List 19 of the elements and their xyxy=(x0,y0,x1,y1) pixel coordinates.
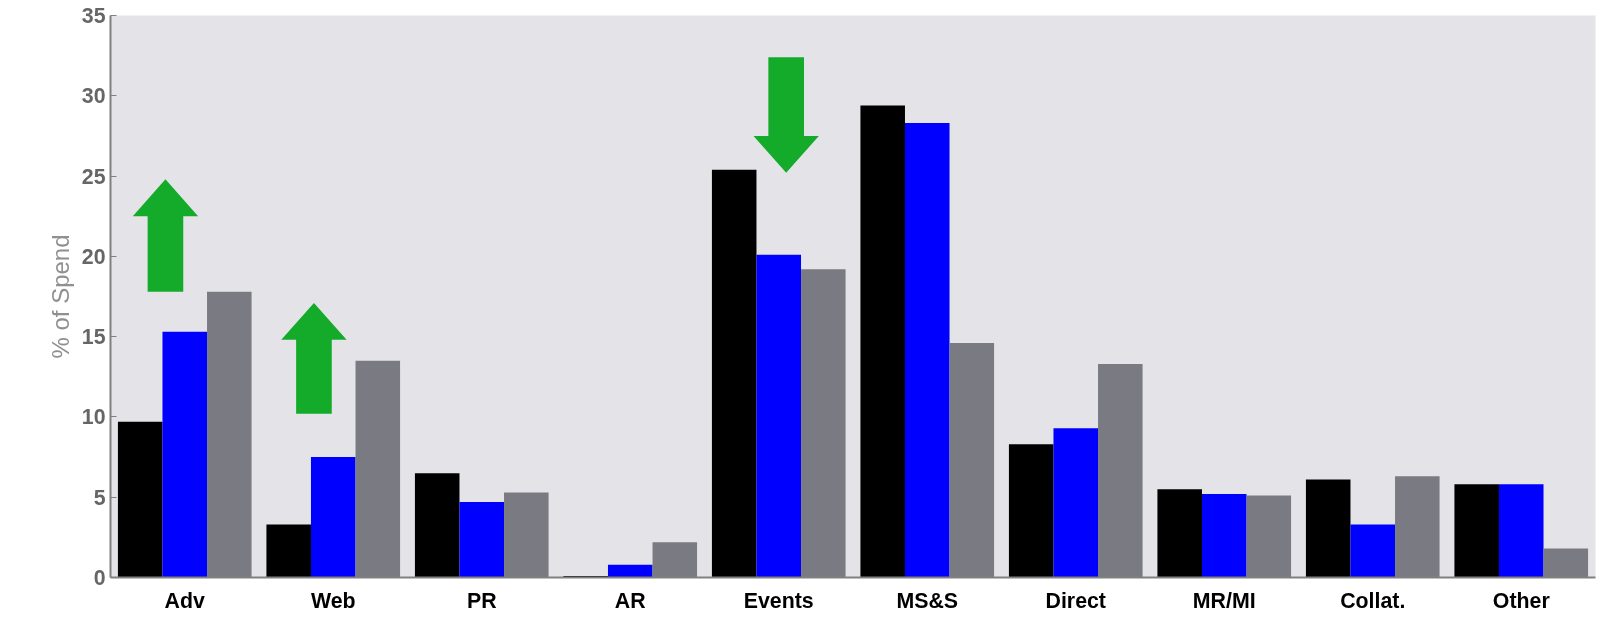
x-tick-label: Direct xyxy=(1045,588,1106,613)
x-tick-label: AR xyxy=(614,588,646,613)
x-tick-label: Web xyxy=(310,588,356,613)
x-tick-label: Events xyxy=(743,588,814,613)
y-tick-label: 25 xyxy=(81,164,106,189)
y-tick-label: 5 xyxy=(93,485,106,510)
y-tick-label: 0 xyxy=(93,566,106,590)
x-tick-label: Other xyxy=(1492,588,1550,613)
y-axis-title: % of Spend xyxy=(46,234,74,359)
y-tick-label: 20 xyxy=(81,244,106,269)
y-tick-label: 30 xyxy=(81,84,106,109)
x-tick-label: PR xyxy=(466,588,497,613)
x-tick-label: Adv xyxy=(164,588,206,613)
y-tick-label: 35 xyxy=(81,4,106,28)
x-tick-label: MR/MI xyxy=(1192,588,1256,613)
x-tick-label: MS&S xyxy=(896,588,959,613)
x-tick-label: Collat. xyxy=(1340,588,1406,613)
y-tick-label: 15 xyxy=(81,325,106,350)
y-tick-label: 10 xyxy=(81,405,106,430)
